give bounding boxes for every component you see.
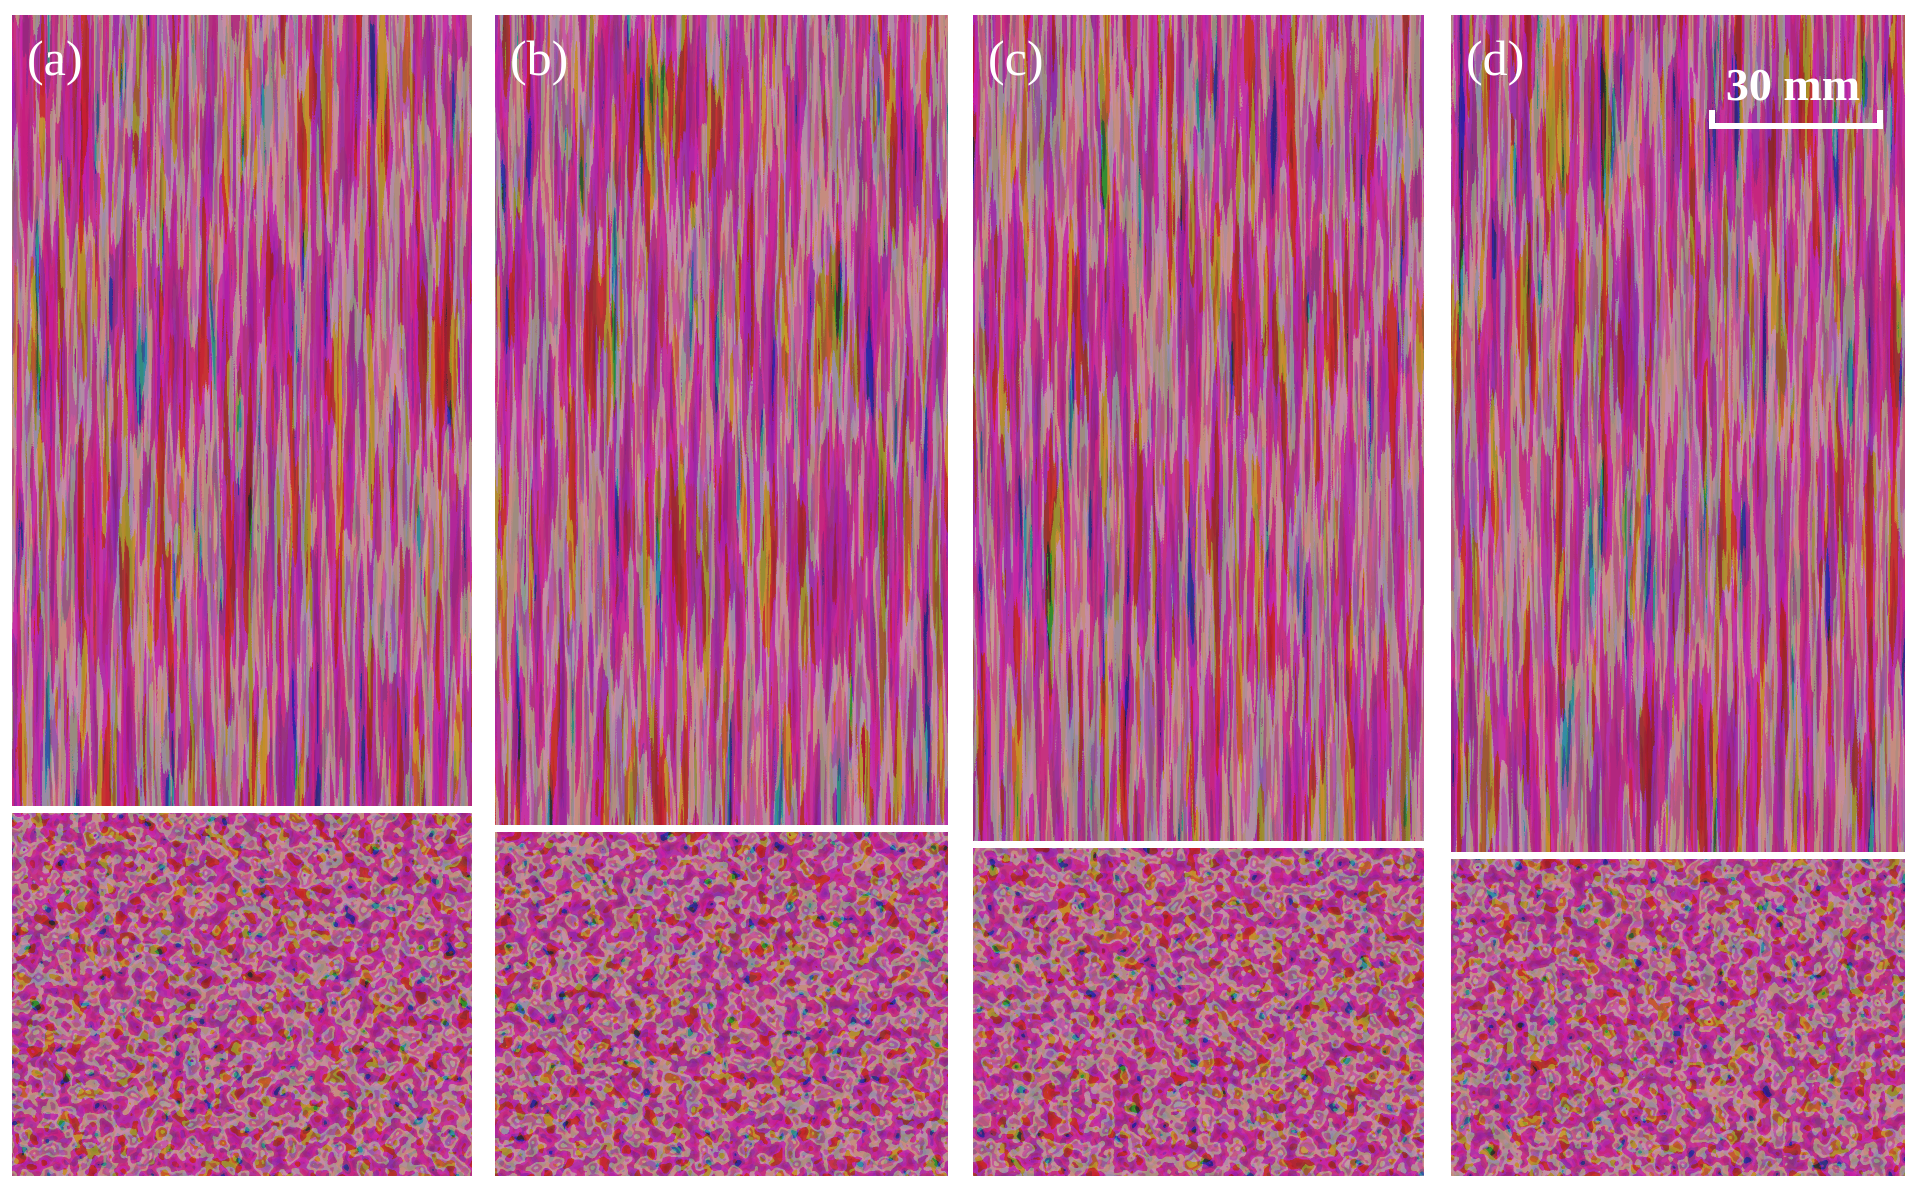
equiaxed-region: [973, 848, 1424, 1176]
panel: (b): [495, 15, 948, 1176]
panels: (a) (b) (c) (d): [12, 15, 1905, 1176]
equiaxed-region: [495, 832, 948, 1176]
panel: (c): [973, 15, 1424, 1176]
scale-bar-line: [1709, 110, 1883, 129]
panel-label: (a): [27, 30, 83, 86]
panel-label: (c): [988, 30, 1044, 86]
equiaxed-region: [12, 813, 472, 1176]
scale-bar-label: 30 mm: [1726, 59, 1860, 110]
scale-bar: 30 mm: [1709, 59, 1883, 129]
columnar-region: [12, 15, 472, 806]
panel-label: (b): [510, 30, 568, 86]
panel: (d): [1451, 15, 1905, 1176]
panel: (a): [12, 15, 472, 1176]
columnar-region: [973, 15, 1424, 841]
columnar-region: [1451, 15, 1905, 852]
equiaxed-region: [1451, 859, 1905, 1176]
columnar-region: [495, 15, 948, 825]
panel-label: (d): [1466, 30, 1524, 86]
